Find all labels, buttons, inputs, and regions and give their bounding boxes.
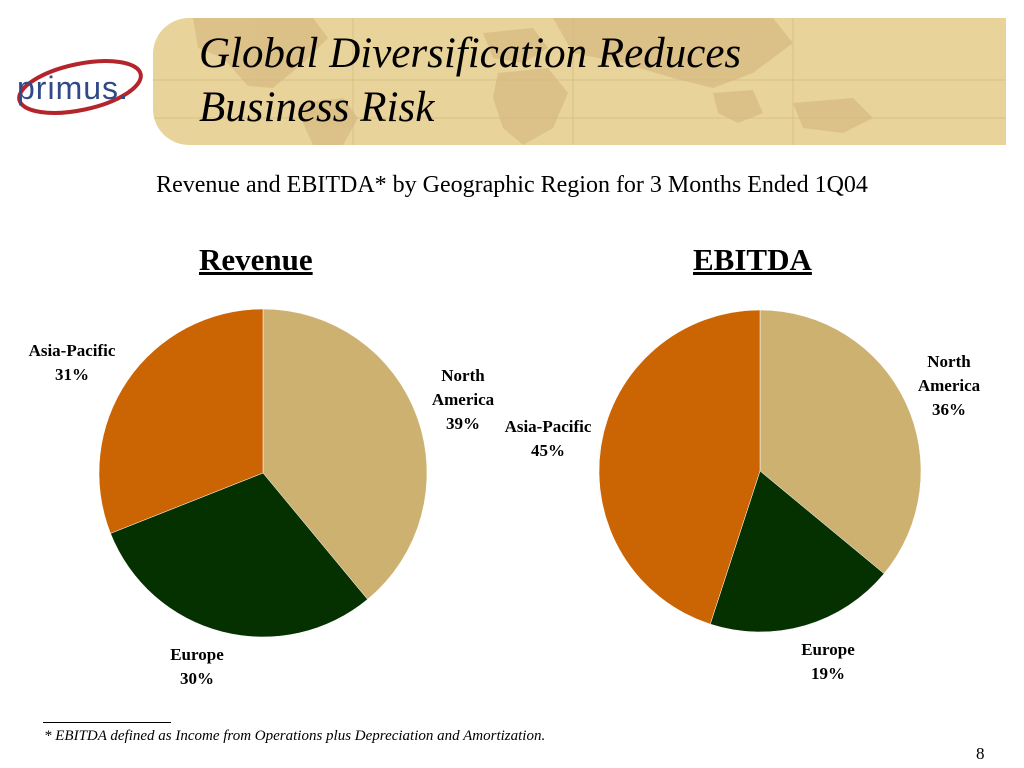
ebitda-pie <box>598 309 922 633</box>
title-banner: Global Diversification Reduces Business … <box>153 18 1006 145</box>
page-title-line-1: Global Diversification Reduces <box>199 30 742 77</box>
ebitda-label-asia-pacific: Asia-Pacific 45% <box>504 417 592 460</box>
world-map-background <box>153 18 1006 145</box>
footnote: * EBITDA defined as Income from Operatio… <box>44 728 546 744</box>
ebitda-label-north-america: North America 36% <box>917 352 981 419</box>
ebitda-label-europe: Europe 19% <box>801 640 855 683</box>
logo-text: primus. <box>17 70 129 106</box>
revenue-pie <box>98 308 428 638</box>
revenue-slice-europe <box>110 472 368 638</box>
revenue-slice-north-america <box>262 308 428 600</box>
ebitda-slice-asia-pacific <box>598 309 761 625</box>
page-number: 8 <box>976 744 985 763</box>
ebitda-slice-north-america <box>759 309 922 574</box>
ebitda-chart-title: EBITDA <box>693 242 812 277</box>
revenue-label-north-america: North America 39% <box>431 366 495 433</box>
page-title-line-2: Business Risk <box>199 84 435 131</box>
logo-area: primus. <box>0 0 160 145</box>
revenue-label-europe: Europe 30% <box>170 645 224 688</box>
footnote-rule <box>43 722 171 723</box>
primus-logo: primus. <box>17 59 143 115</box>
revenue-label-asia-pacific: Asia-Pacific 31% <box>28 341 116 384</box>
page-subtitle: Revenue and EBITDA* by Geographic Region… <box>156 172 868 198</box>
revenue-slice-asia-pacific <box>98 308 264 534</box>
revenue-chart-title: Revenue <box>199 242 313 277</box>
ebitda-slice-europe <box>709 470 885 633</box>
